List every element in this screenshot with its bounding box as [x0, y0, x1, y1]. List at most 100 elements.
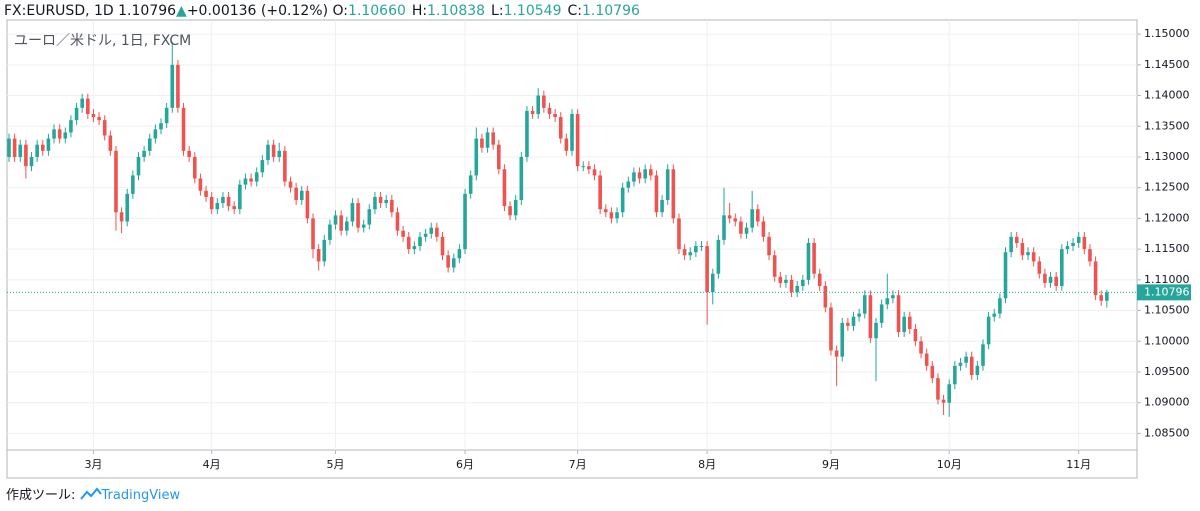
candle-body [699, 246, 704, 248]
candle-body [502, 169, 507, 207]
candle-body [688, 252, 693, 256]
candle-body [964, 356, 968, 363]
candle-body [761, 221, 766, 237]
candle-body [632, 172, 636, 182]
candle-body [305, 190, 310, 219]
candle-body [63, 132, 68, 139]
y-tick-label: 1.14500 [1144, 58, 1190, 71]
candle-body [170, 64, 175, 108]
candle-body [874, 322, 878, 339]
candle-body [722, 215, 726, 240]
footer-brand[interactable]: TradingView [101, 488, 181, 503]
candle-body [418, 236, 422, 247]
candle-body [615, 212, 619, 219]
candle-body [283, 150, 287, 182]
candle-body [74, 107, 79, 121]
candle-body [181, 107, 186, 151]
candle-body [187, 150, 191, 157]
candle-body [609, 212, 614, 219]
y-tick-label: 1.09000 [1144, 396, 1190, 409]
tv-logo [79, 487, 102, 500]
candle-body [299, 190, 304, 200]
candle-body [339, 215, 343, 231]
candle-body [328, 224, 332, 240]
candle-body [373, 196, 377, 210]
candle-body [1093, 261, 1098, 296]
candle-body [660, 199, 664, 213]
candle-body [91, 113, 96, 118]
candle-body [1026, 252, 1030, 256]
ohlc-label: H: [411, 3, 428, 19]
last-price-tag [1137, 284, 1191, 301]
candle-body [1054, 276, 1058, 286]
candle-body [784, 279, 788, 283]
x-tick-label: 9月 [822, 458, 840, 471]
candle-body [727, 215, 732, 219]
candle-body [18, 144, 23, 157]
candle-body [975, 365, 980, 376]
candle-body [226, 196, 231, 207]
candle-body [451, 258, 456, 268]
candle-body [789, 279, 794, 293]
candle-body [851, 316, 856, 326]
candle-body [136, 156, 141, 176]
candle-body [378, 196, 383, 204]
candle-body [908, 316, 912, 329]
y-tick-label: 1.13000 [1144, 150, 1190, 163]
candle-body [992, 313, 997, 317]
candle-body [716, 239, 721, 274]
candle-body [812, 242, 816, 274]
ohlc-label: L: [491, 3, 504, 19]
y-tick-label: 1.12500 [1144, 181, 1190, 194]
candle-body [755, 209, 760, 222]
candle-body [288, 181, 293, 188]
candle-body [575, 113, 580, 167]
candle-body [598, 175, 602, 210]
candle-body [558, 117, 563, 139]
candle-body [913, 328, 918, 342]
candle-body [846, 322, 850, 326]
candle-body [142, 150, 146, 157]
candle-body [958, 362, 963, 366]
candle-body [35, 144, 39, 157]
ohlc-value: 1.10796 [581, 3, 640, 19]
candle-body [108, 135, 113, 151]
candle-body [401, 230, 405, 237]
candle-body [1043, 273, 1047, 283]
y-tick-label: 1.09500 [1144, 365, 1190, 378]
candle-body [57, 129, 62, 139]
candle-body [547, 107, 552, 114]
candle-body [868, 295, 873, 339]
candle-body [412, 246, 417, 250]
candle-body [24, 144, 28, 167]
candle-body [406, 236, 411, 250]
candle-body [930, 365, 935, 379]
candle-body [1037, 261, 1042, 274]
candle-body [463, 193, 467, 250]
axes: 1.08500 1.09000 1.09500 1.10000 1.10500 1.110… [84, 27, 1191, 471]
candle-body [52, 129, 56, 139]
candle-body [221, 196, 225, 204]
candle-body [114, 150, 118, 213]
y-tick-label: 1.15000 [1144, 27, 1190, 40]
symbol-header: FX:EURUSD, 1D 1.10796▲+0.00136 (+0.12%) … [4, 1, 646, 21]
candle-body [12, 138, 17, 157]
candle-body [40, 144, 45, 151]
candle-body [345, 221, 349, 231]
candle-body [885, 298, 890, 305]
candle-body [879, 304, 884, 323]
candle-body [896, 295, 901, 333]
candle-body [857, 313, 861, 317]
candle-body [147, 138, 152, 151]
candle-body [649, 169, 653, 176]
candle-body [694, 246, 698, 253]
grid [7, 20, 1137, 450]
candle-body [665, 169, 670, 200]
candle-body [1099, 295, 1104, 301]
candle-body [159, 123, 163, 130]
candle-body [947, 384, 952, 403]
ohlc-value: 1.10549 [503, 3, 562, 19]
candle-body [519, 156, 524, 200]
candle-body [46, 138, 51, 151]
candle-body [564, 138, 569, 151]
